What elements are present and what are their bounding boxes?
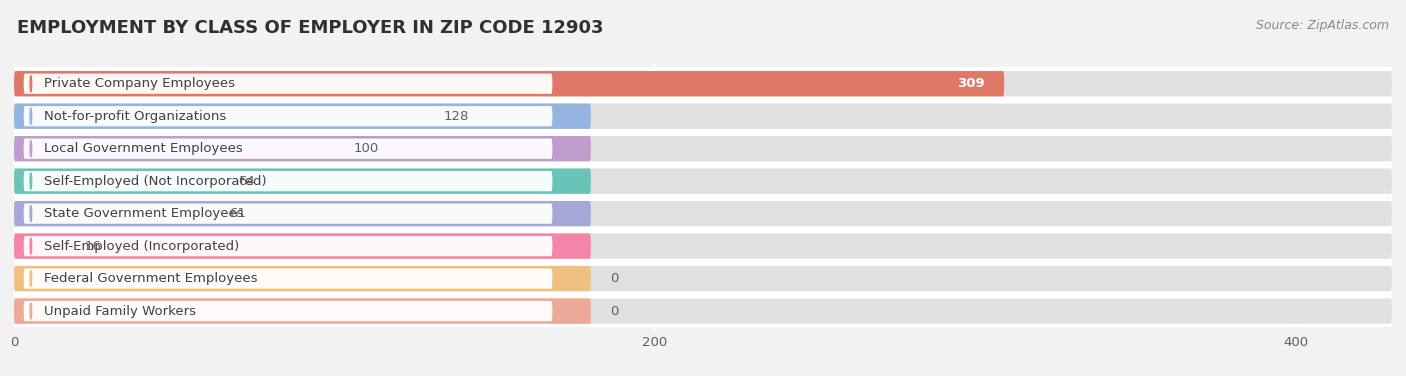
Text: State Government Employees: State Government Employees xyxy=(45,207,245,220)
Bar xyxy=(14,230,1392,262)
FancyBboxPatch shape xyxy=(14,233,591,259)
FancyBboxPatch shape xyxy=(14,266,591,291)
FancyBboxPatch shape xyxy=(14,103,1392,129)
Text: 128: 128 xyxy=(443,110,468,123)
Text: Local Government Employees: Local Government Employees xyxy=(45,142,243,155)
Text: Federal Government Employees: Federal Government Employees xyxy=(45,272,257,285)
FancyBboxPatch shape xyxy=(14,201,591,226)
Circle shape xyxy=(30,141,32,157)
FancyBboxPatch shape xyxy=(24,203,553,224)
Bar xyxy=(14,165,1392,197)
Text: 16: 16 xyxy=(84,240,101,253)
Text: 64: 64 xyxy=(239,175,254,188)
FancyBboxPatch shape xyxy=(24,138,553,159)
FancyBboxPatch shape xyxy=(14,299,1392,324)
FancyBboxPatch shape xyxy=(14,71,1004,96)
Bar xyxy=(14,132,1392,165)
FancyBboxPatch shape xyxy=(14,136,1392,161)
Text: Self-Employed (Not Incorporated): Self-Employed (Not Incorporated) xyxy=(45,175,267,188)
FancyBboxPatch shape xyxy=(24,106,553,126)
FancyBboxPatch shape xyxy=(14,168,591,194)
Text: Private Company Employees: Private Company Employees xyxy=(45,77,235,90)
Text: 61: 61 xyxy=(229,207,246,220)
Circle shape xyxy=(30,108,32,124)
Bar xyxy=(14,295,1392,327)
Circle shape xyxy=(30,270,32,287)
FancyBboxPatch shape xyxy=(24,236,553,256)
FancyBboxPatch shape xyxy=(24,171,553,191)
Text: Self-Employed (Incorporated): Self-Employed (Incorporated) xyxy=(45,240,240,253)
FancyBboxPatch shape xyxy=(14,299,591,324)
Text: 100: 100 xyxy=(354,142,380,155)
FancyBboxPatch shape xyxy=(14,168,1392,194)
Bar xyxy=(14,68,1392,100)
Bar xyxy=(14,197,1392,230)
Circle shape xyxy=(30,238,32,254)
FancyBboxPatch shape xyxy=(14,136,591,161)
Text: 0: 0 xyxy=(610,305,619,318)
Circle shape xyxy=(30,206,32,222)
FancyBboxPatch shape xyxy=(14,201,1392,226)
Text: Source: ZipAtlas.com: Source: ZipAtlas.com xyxy=(1256,19,1389,32)
Text: Unpaid Family Workers: Unpaid Family Workers xyxy=(45,305,197,318)
Text: Not-for-profit Organizations: Not-for-profit Organizations xyxy=(45,110,226,123)
FancyBboxPatch shape xyxy=(14,266,1392,291)
FancyBboxPatch shape xyxy=(14,71,1392,96)
FancyBboxPatch shape xyxy=(24,74,553,94)
FancyBboxPatch shape xyxy=(24,301,553,321)
Bar xyxy=(14,100,1392,132)
Text: 0: 0 xyxy=(610,272,619,285)
Bar xyxy=(14,262,1392,295)
Circle shape xyxy=(30,303,32,319)
Circle shape xyxy=(30,173,32,189)
FancyBboxPatch shape xyxy=(24,268,553,289)
FancyBboxPatch shape xyxy=(14,233,1392,259)
Text: 309: 309 xyxy=(957,77,986,90)
Circle shape xyxy=(30,76,32,92)
FancyBboxPatch shape xyxy=(14,103,591,129)
Text: EMPLOYMENT BY CLASS OF EMPLOYER IN ZIP CODE 12903: EMPLOYMENT BY CLASS OF EMPLOYER IN ZIP C… xyxy=(17,19,603,37)
